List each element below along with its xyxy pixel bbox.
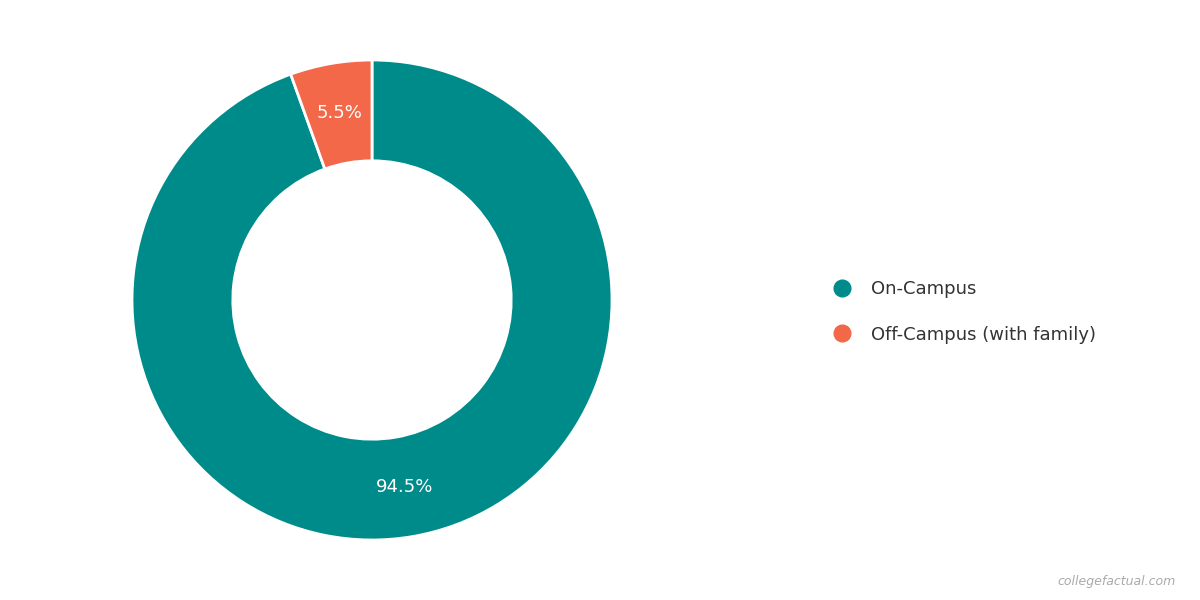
Text: 5.5%: 5.5% (317, 104, 362, 122)
Wedge shape (290, 60, 372, 169)
Text: 94.5%: 94.5% (376, 478, 433, 496)
Text: collegefactual.com: collegefactual.com (1057, 575, 1176, 588)
Wedge shape (132, 60, 612, 540)
Legend: On-Campus, Off-Campus (with family): On-Campus, Off-Campus (with family) (817, 273, 1103, 351)
